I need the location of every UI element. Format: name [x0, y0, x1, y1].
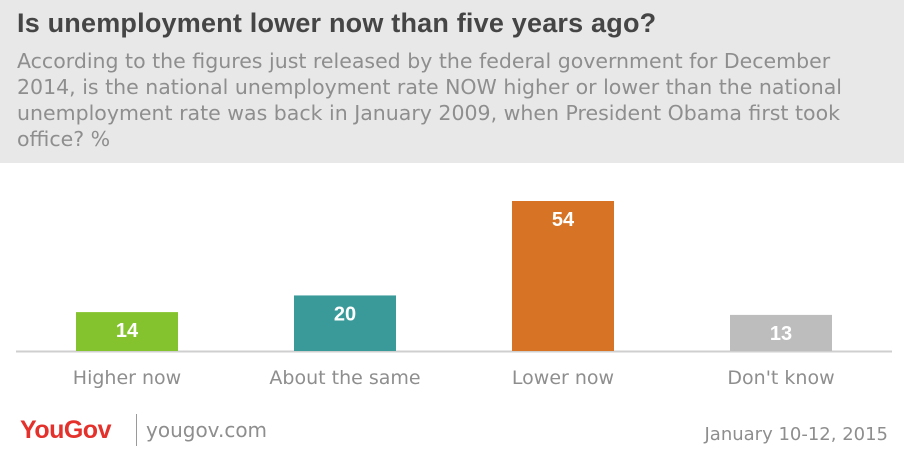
- bar-about-the-same: [294, 295, 396, 351]
- yougov-logo: YouGov: [20, 416, 111, 444]
- bar-higher-now: [76, 312, 178, 351]
- chart-subtitle: According to the figures just released b…: [17, 49, 842, 151]
- bar-value-label: 54: [552, 209, 575, 231]
- bar-don-t-know: [730, 314, 832, 351]
- bar-lower-now: [512, 201, 614, 351]
- bar-value-label: 13: [770, 323, 792, 345]
- category-label: About the same: [269, 367, 420, 389]
- bar-value-label: 20: [334, 303, 356, 325]
- category-label: Lower now: [512, 367, 614, 389]
- chart-title: Is unemployment lower now than five year…: [17, 8, 657, 38]
- category-label: Don't know: [727, 367, 834, 389]
- bar-chart: 14 Higher now 20 About the same 54 Lower now 1…: [16, 201, 892, 389]
- category-label: Higher now: [73, 367, 181, 389]
- survey-date: January 10-12, 2015: [704, 424, 888, 445]
- chart-header: Is unemployment lower now than five year…: [0, 0, 904, 163]
- footer-website: yougov.com: [146, 418, 268, 442]
- bar-value-label: 14: [116, 320, 139, 342]
- footer-divider: [136, 414, 137, 446]
